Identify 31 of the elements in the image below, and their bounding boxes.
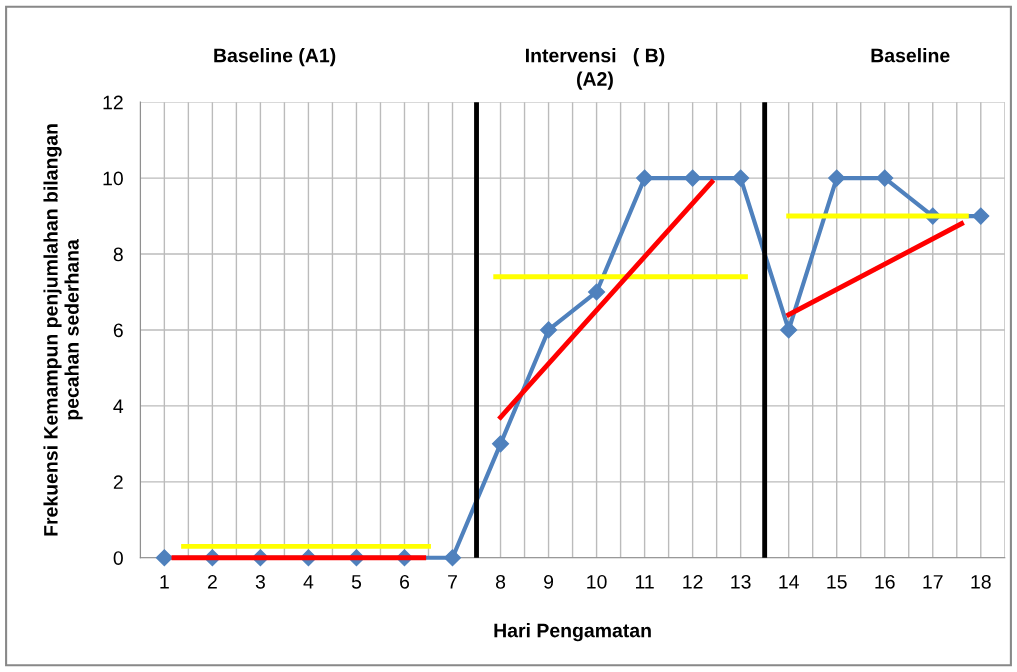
y-tick-label: 12: [103, 95, 123, 110]
text: (A2): [577, 71, 613, 90]
x-tick-label: 1: [160, 575, 169, 589]
x-tick-label: 7: [448, 575, 457, 589]
x-axis-title: Hari Pengamatan: [494, 623, 651, 642]
y-tick-label: 2: [113, 475, 123, 489]
text: Intervensi ( B): [526, 48, 665, 67]
x-tick-label: 10: [587, 574, 607, 589]
y-axis-title: Frekuensi Kemampun penjumlahan bilangan pecahan sederhana: [43, 124, 83, 536]
x-tick-label: 8: [495, 574, 506, 589]
text: Baseline (A1): [214, 48, 336, 67]
text: Baseline: [871, 48, 950, 63]
x-tick-label: 18: [971, 574, 991, 589]
x-tick-label: 17: [923, 575, 943, 589]
x-tick-label: 9: [544, 574, 554, 589]
y-tick-label: 8: [113, 247, 123, 262]
x-tick-label: 2: [207, 574, 217, 589]
x-tick-label: 13: [731, 574, 751, 589]
x-tick-label: 5: [351, 575, 362, 589]
x-tick-label: 6: [400, 574, 410, 589]
x-tick-label: 11: [636, 575, 654, 589]
y-tick-label: 4: [113, 399, 124, 413]
x-tick-label: 16: [875, 574, 895, 589]
x-tick-label: 12: [683, 574, 703, 589]
x-tick-label: 4: [303, 575, 314, 589]
y-tick-label: 10: [103, 171, 123, 186]
y-tick-label: 6: [113, 323, 123, 338]
x-tick-label: 14: [779, 575, 799, 589]
x-tick-label: 15: [827, 575, 847, 589]
y-tick-label: 0: [113, 551, 123, 565]
x-tick-label: 3: [255, 574, 265, 589]
